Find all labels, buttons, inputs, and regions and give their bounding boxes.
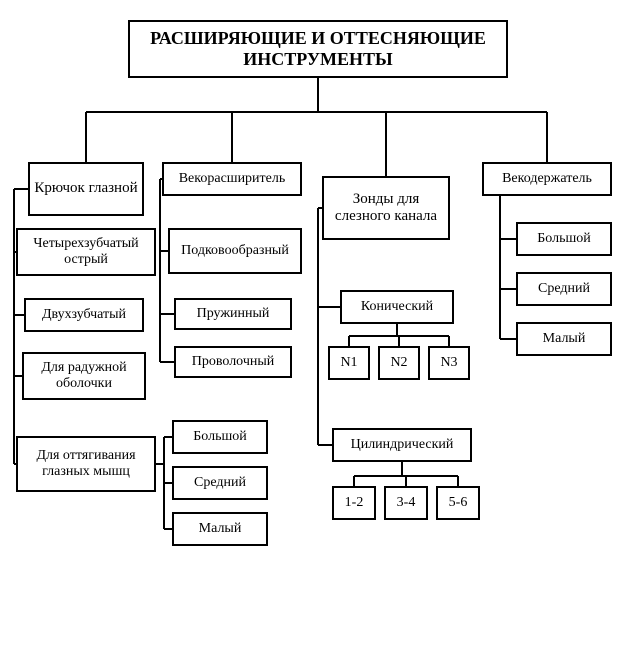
node-label: N2 — [390, 355, 407, 371]
node-label: Малый — [199, 521, 242, 537]
node-label: Проволочный — [192, 354, 275, 370]
node-cyl-56: 5-6 — [436, 486, 480, 520]
node-label: Средний — [194, 475, 246, 491]
node-label: Двухзубчатый — [42, 307, 126, 323]
node-label: Цилиндрический — [351, 437, 454, 453]
node-label: Большой — [537, 231, 591, 247]
node-title: РАСШИРЯЮЩИЕ И ОТТЕСНЯЮЩИЕ ИНСТРУМЕНТЫ — [128, 20, 508, 78]
node-probes-cyl: Цилиндрический — [332, 428, 472, 462]
node-label: N1 — [340, 355, 357, 371]
node-label: Зонды для слезного канала — [328, 191, 444, 226]
node-label: РАСШИРЯЮЩИЕ И ОТТЕСНЯЮЩИЕ ИНСТРУМЕНТЫ — [134, 28, 502, 69]
node-label: 5-6 — [449, 495, 468, 511]
node-label: Большой — [193, 429, 247, 445]
node-label: Пружинный — [197, 306, 270, 322]
node-cyl-12: 1-2 — [332, 486, 376, 520]
node-label: Средний — [538, 281, 590, 297]
node-holder-small: Малый — [516, 322, 612, 356]
node-holder-big: Большой — [516, 222, 612, 256]
node-holder: Векодержатель — [482, 162, 612, 196]
node-label: Векодержатель — [502, 171, 592, 187]
node-hook-4tooth: Четырехзубчатый острый — [16, 228, 156, 276]
node-hook-iris: Для радужной оболочки — [22, 352, 146, 400]
node-hook: Крючок глазной — [28, 162, 144, 216]
node-label: 3-4 — [397, 495, 416, 511]
node-label: Подковообразный — [181, 243, 289, 259]
node-probes: Зонды для слезного канала — [322, 176, 450, 240]
node-label: Малый — [543, 331, 586, 347]
node-cone-n2: N2 — [378, 346, 420, 380]
node-speculum-wire: Проволочный — [174, 346, 292, 378]
node-cyl-34: 3-4 — [384, 486, 428, 520]
node-cone-n1: N1 — [328, 346, 370, 380]
node-hook-muscle-med: Средний — [172, 466, 268, 500]
node-speculum-spring: Пружинный — [174, 298, 292, 330]
node-probes-conical: Конический — [340, 290, 454, 324]
node-hook-muscle-big: Большой — [172, 420, 268, 454]
node-label: Для радужной оболочки — [28, 360, 140, 392]
node-label: N3 — [440, 355, 457, 371]
node-holder-med: Средний — [516, 272, 612, 306]
node-label: 1-2 — [345, 495, 364, 511]
node-label: Векорасширитель — [179, 171, 286, 187]
node-hook-muscle: Для оттягивания глазных мышц — [16, 436, 156, 492]
node-cone-n3: N3 — [428, 346, 470, 380]
node-hook-2tooth: Двухзубчатый — [24, 298, 144, 332]
node-label: Конический — [361, 299, 433, 315]
node-label: Для оттягивания глазных мышц — [22, 448, 150, 480]
node-speculum: Векорасширитель — [162, 162, 302, 196]
node-hook-muscle-small: Малый — [172, 512, 268, 546]
node-speculum-horseshoe: Подковообразный — [168, 228, 302, 274]
node-label: Крючок глазной — [34, 180, 137, 197]
node-label: Четырехзубчатый острый — [22, 236, 150, 268]
